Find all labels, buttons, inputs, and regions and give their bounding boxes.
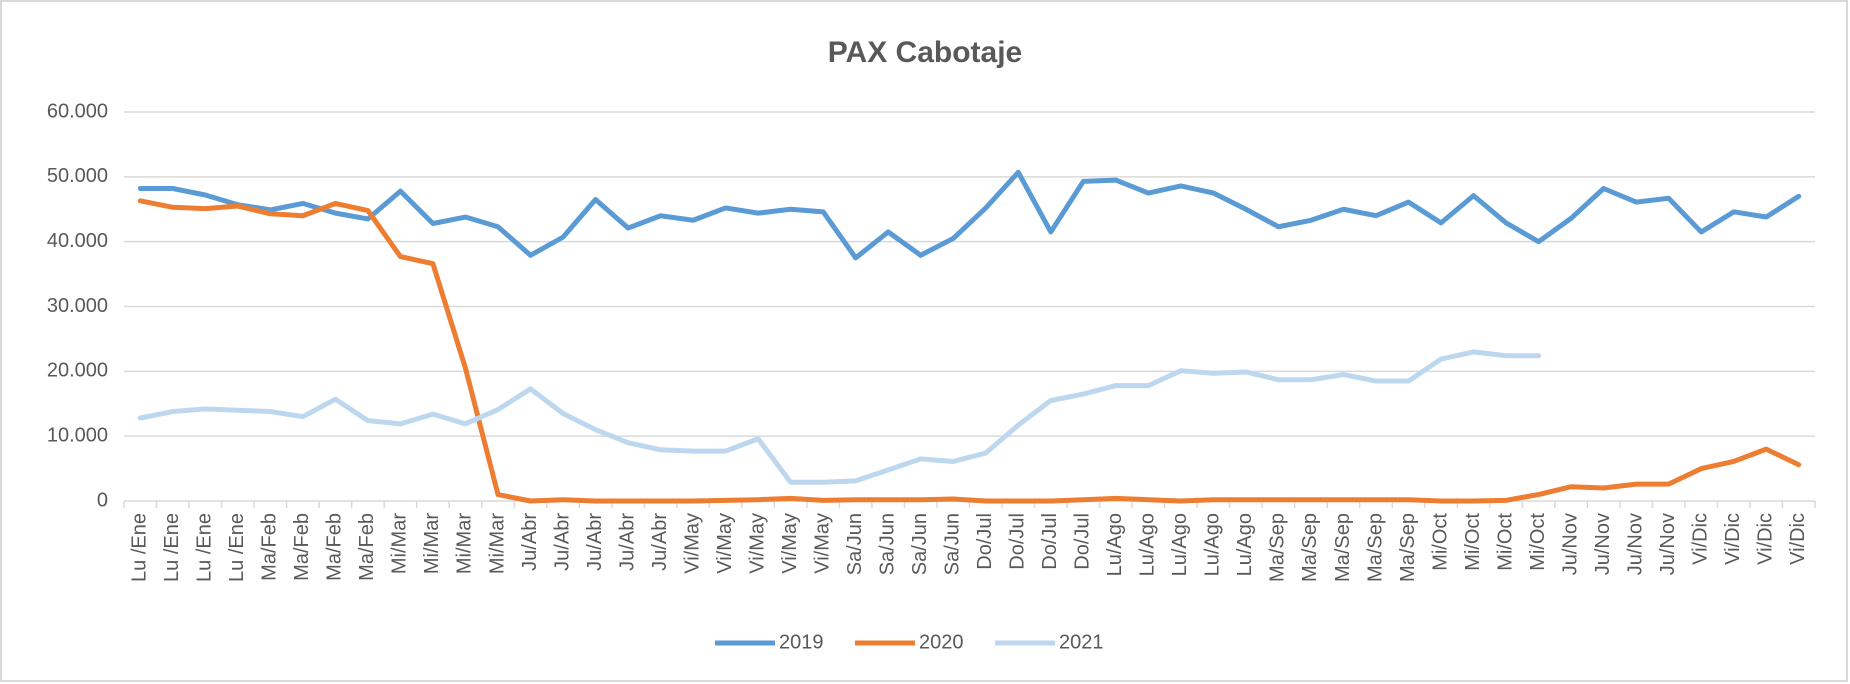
x-tick-label: Mi/Mar [486,513,508,574]
x-tick-label: Lu /Ene [194,513,216,582]
y-tick-label: 20.000 [47,360,108,382]
x-tick-label: Mi/Oct [1462,513,1484,571]
x-tick-label: Ma/Sep [1299,513,1321,582]
x-tick-label: Ju/Nov [1592,513,1614,575]
x-tick-label: Lu/Ago [1104,513,1126,576]
y-tick-label: 30.000 [47,295,108,317]
x-tick-label: Ju/Abr [551,513,573,571]
x-tick-label: Vi/Dic [1722,513,1744,565]
x-tick-label: Ju/Abr [519,513,541,571]
legend-label: 2019 [779,631,824,653]
x-tick-label: Ju/Nov [1657,513,1679,575]
x-tick-label: Ju/Abr [649,513,671,571]
y-tick-label: 10.000 [47,424,108,446]
x-tick-label: Mi/Oct [1429,513,1451,571]
series-line [137,349,1542,485]
series-line [137,169,1802,261]
x-tick-label: Ma/Sep [1267,513,1289,582]
x-tick-label: Ma/Sep [1397,513,1419,582]
x-tick-label: Mi/Mar [454,513,476,574]
chart-title: PAX Cabotaje [828,36,1023,69]
x-tick-label: Lu /Ene [161,513,183,582]
x-tick-label: Vi/Dic [1689,513,1711,565]
x-tick-label: Do/Jul [1007,513,1029,570]
x-tick-label: Sa/Jun [876,513,898,575]
y-tick-label: 50.000 [47,165,108,187]
x-tick-label: Ma/Sep [1364,513,1386,582]
x-tick-label: Ju/Nov [1559,513,1581,575]
x-tick-label: Vi/Dic [1755,513,1777,565]
x-tick-label: Ma/Feb [324,513,346,581]
x-tick-label: Mi/Mar [389,513,411,574]
x-tick-label: Vi/May [681,513,703,574]
x-tick-label: Do/Jul [1072,513,1094,570]
x-tick-label: Sa/Jun [909,513,931,575]
legend-label: 2021 [1059,631,1104,653]
x-tick-label: Vi/May [714,513,736,574]
x-tick-label: Sa/Jun [942,513,964,575]
x-tick-label: Ma/Feb [356,513,378,581]
y-tick-label: 40.000 [47,230,108,252]
x-tick-label: Vi/Dic [1787,513,1809,565]
x-tick-label: Lu /Ene [129,513,151,582]
x-tick-label: Lu/Ago [1137,513,1159,576]
x-tick-label: Mi/Oct [1494,513,1516,571]
x-tick-label: Lu/Ago [1202,513,1224,576]
x-tick-label: Ju/Abr [616,513,638,571]
x-tick-label: Ma/Feb [259,513,281,581]
x-tick-label: Sa/Jun [844,513,866,575]
x-tick-label: Vi/May [746,513,768,574]
legend-label: 2020 [919,631,964,653]
y-tick-label: 0 [97,489,108,511]
x-tick-label: Mi/Mar [421,513,443,574]
x-tick-label: Do/Jul [974,513,996,570]
x-tick-label: Ma/Feb [291,513,313,581]
series-line [137,198,1802,504]
x-tick-label: Lu/Ago [1169,513,1191,576]
x-tick-label: Ju/Abr [584,513,606,571]
x-tick-label: Do/Jul [1039,513,1061,570]
x-tick-label: Lu /Ene [226,513,248,582]
x-tick-label: Vi/May [779,513,801,574]
x-tick-label: Lu/Ago [1234,513,1256,576]
y-tick-label: 60.000 [47,100,108,122]
x-tick-label: Mi/Oct [1527,513,1549,571]
x-tick-label: Ma/Sep [1332,513,1354,582]
x-tick-label: Vi/May [811,513,833,574]
x-tick-label: Ju/Nov [1624,513,1646,575]
